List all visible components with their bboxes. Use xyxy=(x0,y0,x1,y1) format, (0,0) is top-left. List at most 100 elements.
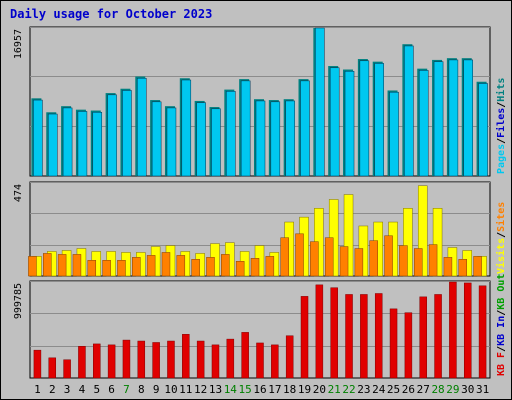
x-tick-label: 22 xyxy=(342,383,355,396)
bar-kb-f xyxy=(434,294,442,379)
bar-kb-f xyxy=(271,344,279,379)
bar-sites xyxy=(339,246,349,277)
bar-pages xyxy=(463,59,473,177)
bar-sites xyxy=(265,256,275,277)
bar-kb-f xyxy=(404,312,413,379)
bar-kb-f xyxy=(285,335,294,379)
bar-kb-f xyxy=(33,349,42,379)
bar-sites xyxy=(206,257,215,277)
bar-sites xyxy=(57,254,67,277)
bar-kb-f xyxy=(330,287,338,379)
x-tick-label: 25 xyxy=(387,383,400,396)
x-tick-label: 19 xyxy=(298,383,311,396)
bar-pages xyxy=(270,101,281,177)
x-tick-label: 1 xyxy=(34,383,41,396)
bar-pages xyxy=(315,27,325,177)
legend-entry: KB In xyxy=(496,316,507,346)
legend-separator: / xyxy=(496,102,507,108)
bar-sites xyxy=(191,259,200,277)
chart-title: Daily usage for October 2023 xyxy=(10,7,213,21)
bar-kb-f xyxy=(315,284,324,379)
y-axis-max-label: 16957 xyxy=(13,29,24,59)
x-tick-label: 31 xyxy=(476,383,489,396)
bar-kb-f xyxy=(226,338,235,379)
legend-entry: KB F xyxy=(496,352,507,376)
legend-separator: / xyxy=(496,138,507,144)
bar-kb-f xyxy=(449,281,457,379)
bar-visits xyxy=(417,185,428,277)
bar-pages xyxy=(433,61,444,177)
x-tick-label: 30 xyxy=(461,383,474,396)
legend-entry: Visits xyxy=(495,238,507,274)
bar-pages xyxy=(211,108,221,177)
bar-sites xyxy=(384,235,393,277)
bar-kb-f xyxy=(241,332,249,379)
bar-kb-f xyxy=(93,343,101,379)
x-tick-label: 29 xyxy=(446,383,459,396)
bar-kb-f xyxy=(256,342,264,379)
bar-kb-f xyxy=(389,308,398,379)
bar-kb-f xyxy=(374,293,383,379)
legend-entry: Hits xyxy=(495,78,507,102)
bar-pages xyxy=(285,100,295,177)
bar-pages xyxy=(196,102,206,177)
x-tick-label: 4 xyxy=(79,383,86,396)
bar-sites xyxy=(28,256,37,277)
bar-kb-f xyxy=(419,296,427,379)
x-tick-label: 28 xyxy=(431,383,444,396)
bar-visits xyxy=(343,194,354,277)
bar-kb-f xyxy=(182,334,190,379)
bar-pages xyxy=(181,79,192,177)
legend-separator: / xyxy=(496,346,507,352)
bar-pages xyxy=(166,107,177,177)
bar-sites xyxy=(161,252,171,277)
bar-pages xyxy=(48,113,58,177)
bar-sites xyxy=(221,254,230,277)
bar-pages xyxy=(77,111,88,177)
bar-sites xyxy=(399,245,408,277)
x-tick-label: 14 xyxy=(224,383,238,396)
x-tick-label: 20 xyxy=(313,383,326,396)
bar-pages xyxy=(404,45,414,177)
bar-visits xyxy=(403,208,413,277)
bar-pages xyxy=(478,83,488,177)
x-tick-label: 23 xyxy=(357,383,370,396)
bar-kb-f xyxy=(167,340,175,379)
x-tick-label: 8 xyxy=(138,383,145,396)
bar-sites xyxy=(310,241,319,277)
x-tick-label: 6 xyxy=(108,383,115,396)
bar-kb-f xyxy=(63,359,71,379)
bar-sites xyxy=(43,253,52,277)
bar-kb-f xyxy=(300,296,309,379)
legend-entry: KB Out xyxy=(496,274,507,310)
x-tick-label: 5 xyxy=(93,383,100,396)
bar-sites xyxy=(235,261,245,277)
bar-pages xyxy=(137,77,147,177)
x-tick-label: 10 xyxy=(164,383,177,396)
bar-kb-f xyxy=(478,285,487,379)
bar-pages xyxy=(62,107,73,177)
bar-kb-f xyxy=(107,344,116,379)
bar-pages xyxy=(240,80,251,177)
bar-sites xyxy=(443,257,453,277)
x-tick-label: 7 xyxy=(123,383,130,396)
bar-pages xyxy=(374,63,384,177)
x-tick-label: 13 xyxy=(209,383,222,396)
legend: Pages/Files/Hits xyxy=(495,78,507,174)
x-tick-label: 15 xyxy=(239,383,252,396)
bar-pages xyxy=(255,100,266,177)
bar-pages xyxy=(359,60,370,177)
bar-sites xyxy=(458,259,467,277)
x-tick-label: 2 xyxy=(49,383,56,396)
x-tick-label: 24 xyxy=(372,383,386,396)
bar-visits xyxy=(432,208,443,277)
legend-separator: / xyxy=(496,232,507,238)
y-axis-max-label: 474 xyxy=(13,184,24,202)
bar-sites xyxy=(117,260,126,277)
x-tick-label: 16 xyxy=(253,383,266,396)
bar-pages xyxy=(122,90,132,177)
bar-kb-f xyxy=(211,344,220,379)
x-tick-label: 3 xyxy=(64,383,71,396)
legend-entry: Pages xyxy=(496,144,507,174)
